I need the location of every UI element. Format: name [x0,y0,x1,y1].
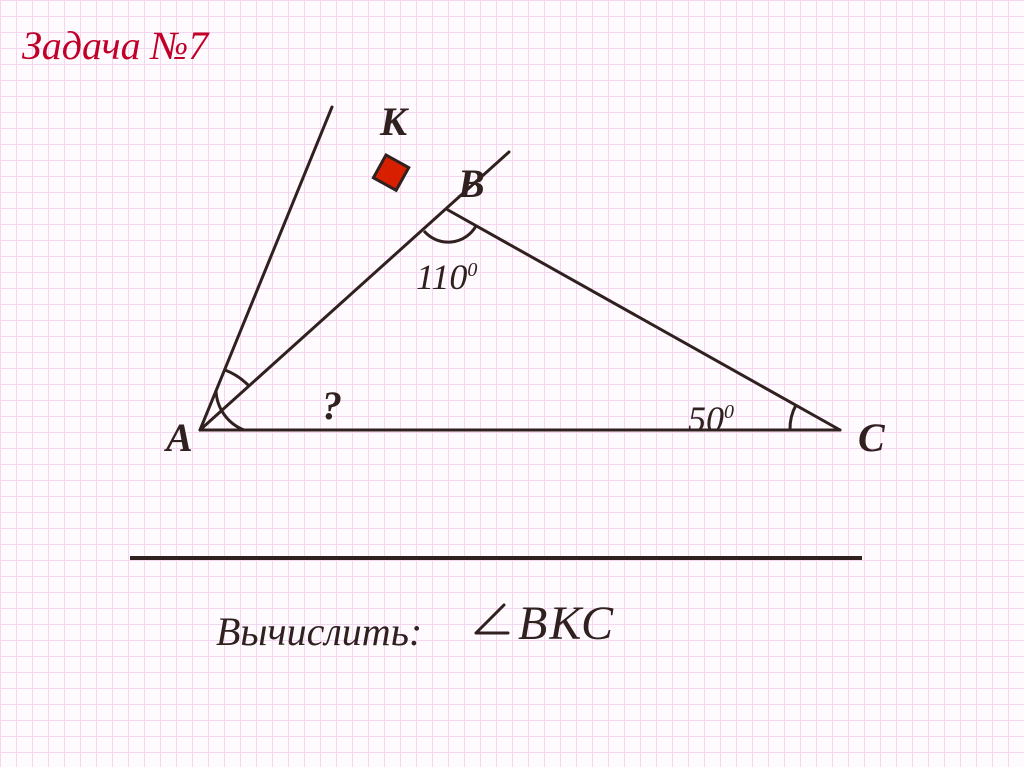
angle-icon [470,599,510,644]
answer-prompt: Вычислить: [216,609,422,654]
answer-line: Вычислить: [216,608,422,655]
answer-angle-text: ВКС [518,597,615,650]
divider-line [0,0,1024,767]
answer-target: ВКС [470,596,615,651]
